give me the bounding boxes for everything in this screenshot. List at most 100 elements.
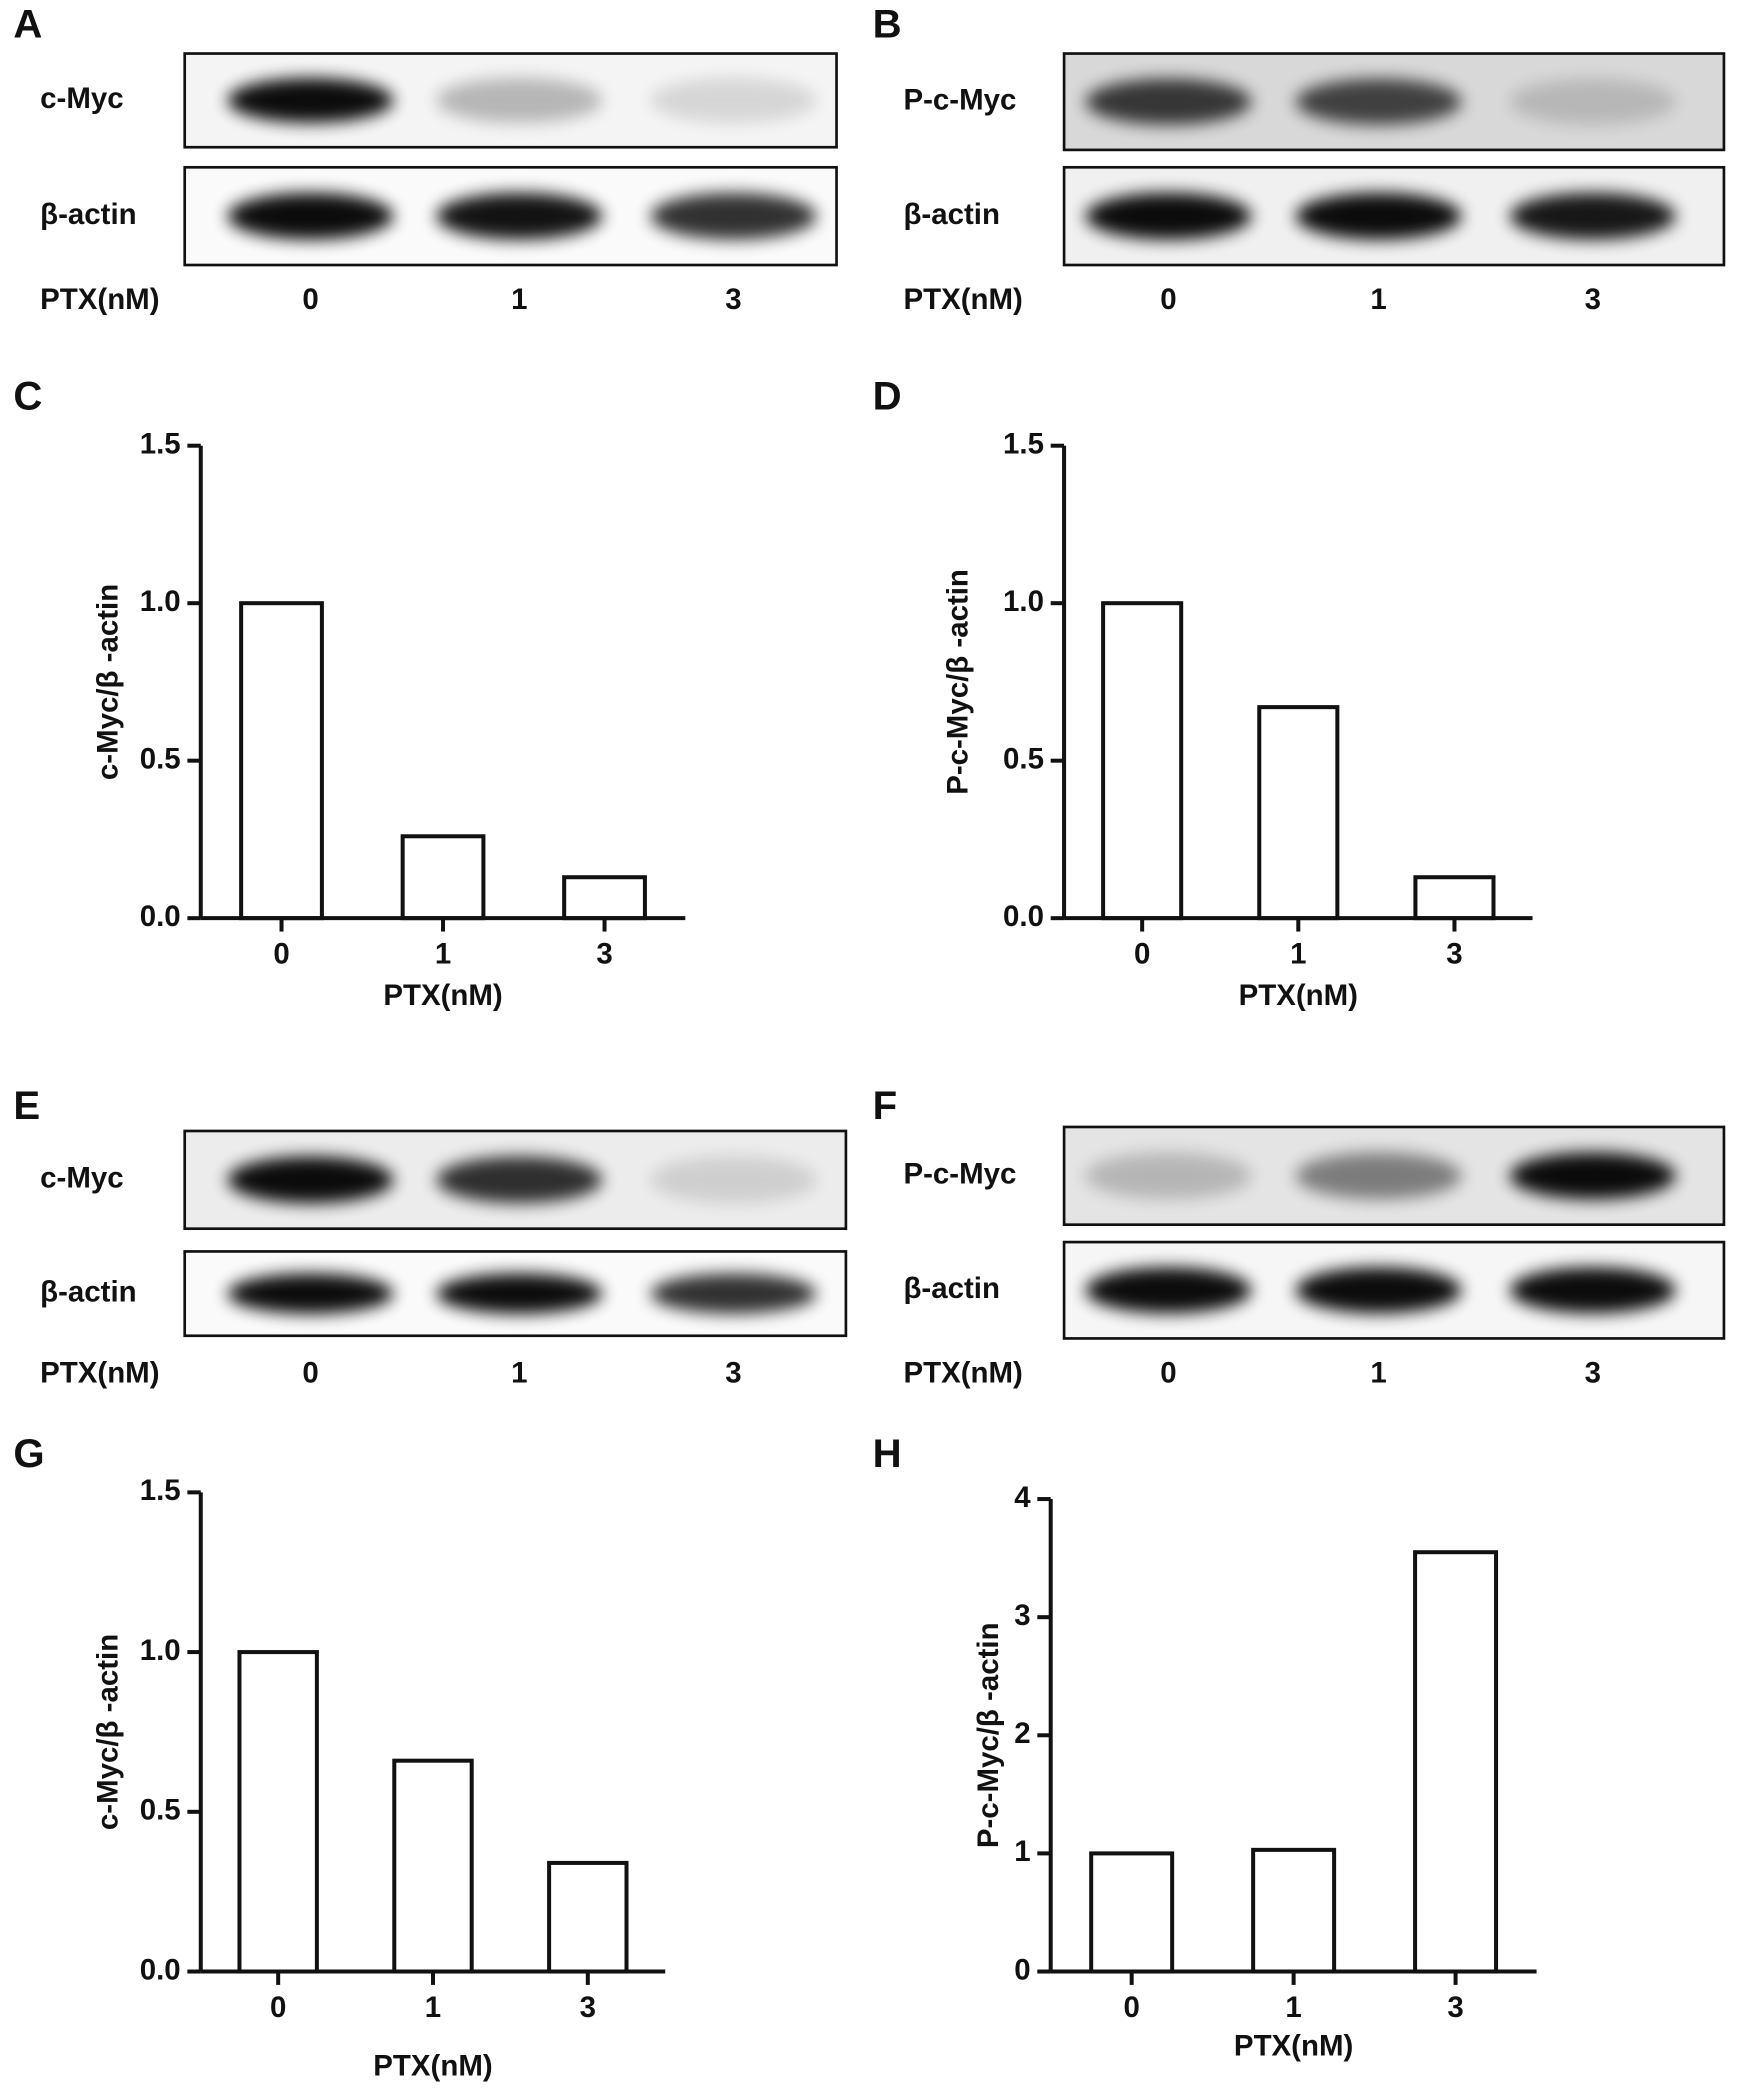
blot-band bbox=[227, 1156, 394, 1204]
bar bbox=[1257, 705, 1340, 921]
blot-band bbox=[1085, 192, 1252, 240]
x-axis-title: PTX(nM) bbox=[373, 2050, 492, 2083]
y-axis-title: c-Myc/β -actin bbox=[92, 1634, 125, 1830]
blot-band bbox=[1295, 1152, 1462, 1200]
blot-row-label: β-actin bbox=[40, 1275, 136, 1308]
blot-x-label: PTX(nM) bbox=[903, 1356, 1022, 1389]
blot-frame bbox=[183, 1250, 848, 1338]
y-tick-label: 0.5 bbox=[140, 1794, 181, 1827]
panel-letter: C bbox=[13, 373, 42, 418]
lane-label: 1 bbox=[511, 283, 527, 316]
bar bbox=[1413, 875, 1496, 921]
bar bbox=[562, 875, 647, 921]
y-tick-label: 0.5 bbox=[140, 742, 181, 775]
blot-band bbox=[1085, 1267, 1252, 1314]
y-tick-label: 4 bbox=[1014, 1481, 1031, 1514]
blot-frame bbox=[183, 165, 838, 267]
panel-letter: D bbox=[873, 373, 902, 418]
blot-row-label: β-actin bbox=[40, 198, 136, 231]
y-tick-label: 2 bbox=[1014, 1717, 1030, 1750]
lane-label: 3 bbox=[1585, 283, 1601, 316]
x-tick-label: 3 bbox=[1447, 1991, 1463, 2024]
y-tick-label: 1.0 bbox=[1003, 585, 1044, 618]
y-axis-title: c-Myc/β -actin bbox=[92, 584, 125, 780]
y-axis-title: P-c-Myc/β -actin bbox=[941, 569, 974, 795]
y-tick-label: 1.5 bbox=[140, 427, 181, 460]
bar bbox=[1251, 1847, 1337, 1974]
y-tick-label: 1.0 bbox=[140, 585, 181, 618]
blot-frame bbox=[183, 1129, 848, 1231]
lane-label: 0 bbox=[1160, 283, 1176, 316]
y-tick-label: 0.0 bbox=[140, 1953, 181, 1986]
blot-row-label: c-Myc bbox=[40, 82, 123, 115]
bar bbox=[237, 1650, 319, 1974]
y-tick-label: 0.0 bbox=[140, 900, 181, 933]
blot-band bbox=[650, 1156, 817, 1204]
bar bbox=[1413, 1550, 1499, 1974]
bar bbox=[1089, 1851, 1175, 1974]
lane-label: 1 bbox=[1370, 283, 1386, 316]
blot-frame bbox=[1062, 165, 1726, 267]
y-tick-label: 3 bbox=[1014, 1599, 1030, 1632]
blot-row-label: c-Myc bbox=[40, 1162, 123, 1195]
lane-label: 3 bbox=[1585, 1356, 1601, 1389]
blot-band bbox=[227, 1273, 394, 1314]
blot-band bbox=[436, 192, 603, 240]
y-tick-label: 1.5 bbox=[140, 1474, 181, 1507]
blot-band bbox=[436, 1156, 603, 1204]
lane-label: 0 bbox=[302, 283, 318, 316]
blot-frame bbox=[1062, 52, 1726, 152]
panel-letter: B bbox=[873, 1, 902, 46]
blot-band bbox=[650, 1273, 817, 1314]
lane-label: 3 bbox=[725, 283, 741, 316]
blot-row-label: β-actin bbox=[903, 1272, 999, 1305]
bar bbox=[392, 1758, 474, 1974]
bar bbox=[400, 834, 486, 921]
blot-row-label: P-c-Myc bbox=[903, 84, 1016, 117]
y-tick-label: 0 bbox=[1014, 1953, 1030, 1986]
x-tick-label: 3 bbox=[580, 1991, 596, 2024]
x-tick-label: 0 bbox=[1134, 937, 1150, 970]
blot-band bbox=[1085, 1152, 1252, 1200]
x-tick-label: 1 bbox=[425, 1991, 441, 2024]
x-tick-label: 3 bbox=[596, 937, 612, 970]
y-tick-label: 1 bbox=[1014, 1835, 1030, 1868]
x-axis-title: PTX(nM) bbox=[383, 979, 502, 1012]
x-tick-label: 1 bbox=[1285, 1991, 1301, 2024]
blot-band bbox=[436, 1273, 603, 1314]
blot-band bbox=[1509, 192, 1676, 240]
x-tick-label: 0 bbox=[273, 937, 289, 970]
blot-x-label: PTX(nM) bbox=[40, 283, 159, 316]
panel-letter: F bbox=[873, 1083, 898, 1128]
panel-letter: H bbox=[873, 1431, 902, 1476]
blot-band bbox=[1509, 1267, 1676, 1314]
blot-band bbox=[1295, 192, 1462, 240]
lane-label: 0 bbox=[302, 1356, 318, 1389]
blot-row-label: P-c-Myc bbox=[903, 1158, 1016, 1191]
blot-band bbox=[650, 77, 817, 123]
panel-letter: A bbox=[13, 1, 42, 46]
bar bbox=[239, 601, 324, 921]
x-axis-title: PTX(nM) bbox=[1234, 2030, 1353, 2063]
x-axis-title: PTX(nM) bbox=[1239, 979, 1358, 1012]
x-tick-label: 0 bbox=[1123, 1991, 1139, 2024]
y-tick-label: 0.0 bbox=[1003, 900, 1044, 933]
blot-band bbox=[1509, 78, 1676, 125]
lane-label: 0 bbox=[1160, 1356, 1176, 1389]
panel-letter: G bbox=[13, 1431, 44, 1476]
blot-band bbox=[1295, 78, 1462, 125]
blot-frame bbox=[1062, 1125, 1726, 1227]
blot-band bbox=[227, 192, 394, 240]
blot-x-label: PTX(nM) bbox=[40, 1356, 159, 1389]
blot-band bbox=[1085, 78, 1252, 125]
lane-label: 1 bbox=[1370, 1356, 1386, 1389]
y-axis-title: P-c-Myc/β -actin bbox=[972, 1622, 1005, 1848]
blot-frame bbox=[183, 52, 838, 149]
blot-band bbox=[650, 192, 817, 240]
blot-frame bbox=[1062, 1240, 1726, 1340]
x-tick-label: 1 bbox=[435, 937, 451, 970]
y-tick-label: 1.5 bbox=[1003, 427, 1044, 460]
blot-band bbox=[436, 77, 603, 123]
